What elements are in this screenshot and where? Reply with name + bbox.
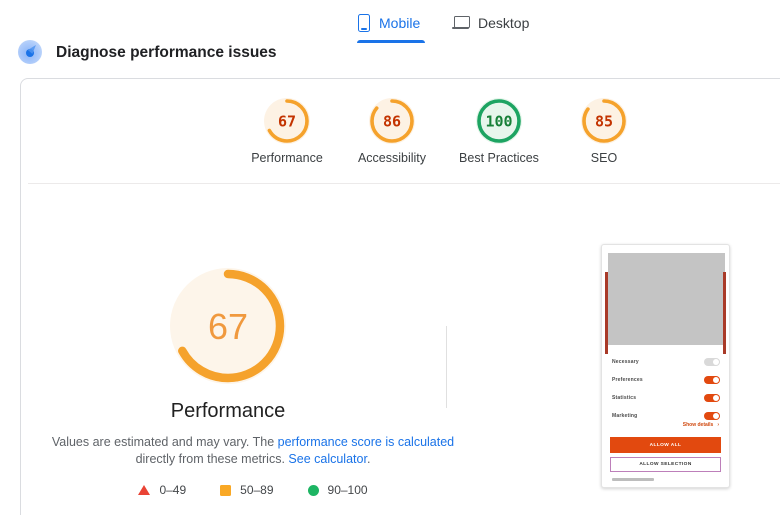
legend-average: 50–89 <box>220 483 274 497</box>
tab-mobile[interactable]: Mobile <box>358 6 420 40</box>
legend-range: 0–49 <box>159 483 187 497</box>
screenshot-left-red-bar <box>605 272 608 354</box>
report-card: 67 Performance 86 Accessibility 100 Best… <box>20 78 780 515</box>
score-label: Accessibility <box>357 151 427 165</box>
consent-label: Marketing <box>612 413 638 419</box>
score-gauge-icon: 67 <box>264 98 310 144</box>
legend-fail: 0–49 <box>138 483 186 497</box>
disclaimer-part: . <box>366 452 371 466</box>
fail-triangle-icon <box>138 485 151 495</box>
legend-range: 50–89 <box>240 483 274 497</box>
legend-range: 90–100 <box>327 483 368 497</box>
pagespeed-logo-icon <box>18 40 42 64</box>
score-legend: 0–49 50–89 90–100 <box>41 483 465 497</box>
good-circle-icon <box>307 484 319 496</box>
score-gauge-icon: 86 <box>369 98 415 144</box>
screenshot-right-red-bar <box>723 272 726 354</box>
svg-text:100: 100 <box>485 113 512 131</box>
svg-text:67: 67 <box>208 306 248 347</box>
svg-text:86: 86 <box>383 113 401 131</box>
see-calculator-link[interactable]: See calculator <box>288 452 367 466</box>
score-gauge-icon: 85 <box>581 98 627 144</box>
toggle-preferences <box>704 376 720 384</box>
consent-label: Preferences <box>612 377 643 383</box>
performance-section-title: Performance <box>170 400 286 422</box>
vertical-divider <box>446 326 447 408</box>
consent-row-necessary: Necessary <box>612 357 720 367</box>
svg-text:67: 67 <box>278 113 296 131</box>
score-gauge-icon: 100 <box>476 98 522 144</box>
disclaimer-part: Values are estimated and may vary. The <box>51 435 278 449</box>
score-label: SEO <box>590 151 618 165</box>
legend-good: 90–100 <box>307 483 368 497</box>
allow-all-button: ALLOW ALL <box>610 437 721 453</box>
consent-row-statistics: Statistics <box>612 393 720 403</box>
performance-score-calculated-link[interactable]: performance score is calculated <box>277 435 455 449</box>
score-performance[interactable]: 67 Performance <box>232 98 342 165</box>
consent-row-marketing: Marketing <box>612 411 720 421</box>
tab-desktop-label: Desktop <box>478 15 530 31</box>
score-label: Performance <box>251 151 323 165</box>
active-tab-underline <box>357 40 425 43</box>
toggle-marketing <box>704 412 720 420</box>
powered-by-text <box>612 478 654 481</box>
score-best-practices[interactable]: 100 Best Practices <box>444 98 554 165</box>
desktop-laptop-icon <box>452 16 470 30</box>
disclaimer-text: Values are estimated and may vary. The p… <box>41 434 465 468</box>
disclaimer-part: directly from these metrics. <box>135 452 289 466</box>
consent-label: Necessary <box>612 359 639 365</box>
screenshot-image-placeholder <box>608 253 725 345</box>
score-label: Best Practices <box>459 151 539 165</box>
page-screenshot-thumbnail: Necessary Preferences Statistics Marketi… <box>601 244 730 488</box>
page-title: Diagnose performance issues <box>56 44 277 61</box>
tab-desktop[interactable]: Desktop <box>452 6 529 40</box>
consent-label: Statistics <box>612 395 637 401</box>
scores-divider <box>28 183 780 184</box>
mobile-phone-icon <box>358 14 370 32</box>
toggle-necessary <box>704 358 720 366</box>
performance-gauge: 67 <box>170 268 286 384</box>
score-accessibility[interactable]: 86 Accessibility <box>337 98 447 165</box>
svg-text:85: 85 <box>595 113 613 131</box>
show-details-link: Show details › <box>683 422 719 428</box>
show-details-label: Show details <box>682 422 714 428</box>
chevron-right-icon: › <box>717 422 719 428</box>
score-seo[interactable]: 85 SEO <box>549 98 659 165</box>
consent-row-preferences: Preferences <box>612 375 720 385</box>
toggle-statistics <box>704 394 720 402</box>
allow-selection-button: ALLOW SELECTION <box>610 457 721 472</box>
tab-mobile-label: Mobile <box>379 15 421 31</box>
average-square-icon <box>220 484 232 496</box>
